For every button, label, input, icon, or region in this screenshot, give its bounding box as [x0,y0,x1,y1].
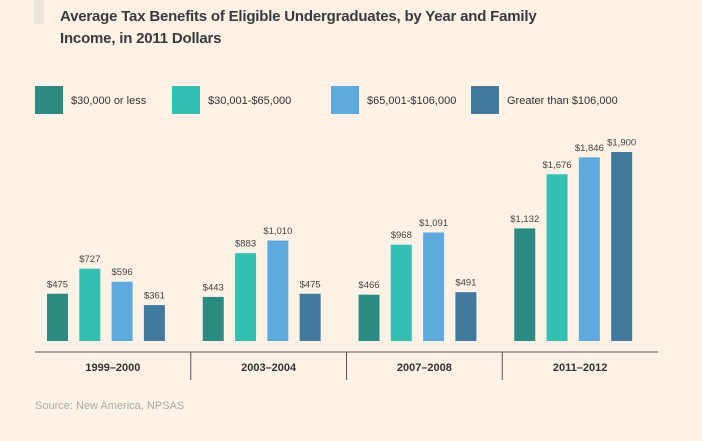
legend-swatch [471,86,499,114]
value-label: $883 [235,239,256,250]
bar [358,294,380,341]
bar [578,157,600,341]
value-label: $596 [112,267,133,278]
legend-label: $30,001-$65,000 [208,95,291,107]
value-label: $443 [203,282,224,293]
bar [235,253,257,341]
source: Source: New America, NPSAS [35,400,184,412]
value-label: $1,676 [543,160,572,171]
chart-title: Average Tax Benefits of Eligible Undergr… [60,8,537,47]
bar [514,228,536,341]
legend-label: Greater than $106,000 [507,95,618,107]
legend-swatch [331,86,359,114]
bar [47,293,68,341]
x-tick-label: 2007–2008 [397,362,452,374]
bar [111,281,133,341]
value-label: $475 [300,279,321,290]
bar [611,152,633,341]
value-label: $968 [391,230,412,241]
x-tick-label: 1999–2000 [85,362,140,374]
bar [423,232,445,341]
value-label: $491 [455,278,476,289]
legend-swatch [172,86,200,114]
bar [79,268,101,341]
value-label: $1,091 [419,218,448,229]
legend-label: $65,001-$106,000 [367,95,456,107]
value-label: $727 [79,254,100,265]
legend-swatch [35,86,63,114]
bar [267,240,289,341]
legend-label: $30,000 or less [71,95,147,107]
bar [546,174,568,341]
bar [455,292,477,341]
bar [143,305,165,341]
value-label: $1,846 [575,143,604,154]
value-label: $361 [144,291,165,302]
value-label: $475 [47,279,68,290]
value-label: $1,132 [510,214,539,225]
bar [390,244,412,341]
title-accent [34,0,44,24]
value-label: $466 [358,280,379,291]
x-tick-label: 2003–2004 [241,362,297,374]
bar [202,296,224,341]
x-tick-label: 2011–2012 [553,362,607,374]
value-label: $1,900 [607,138,636,149]
value-label: $1,010 [263,226,292,237]
bar [299,293,321,341]
